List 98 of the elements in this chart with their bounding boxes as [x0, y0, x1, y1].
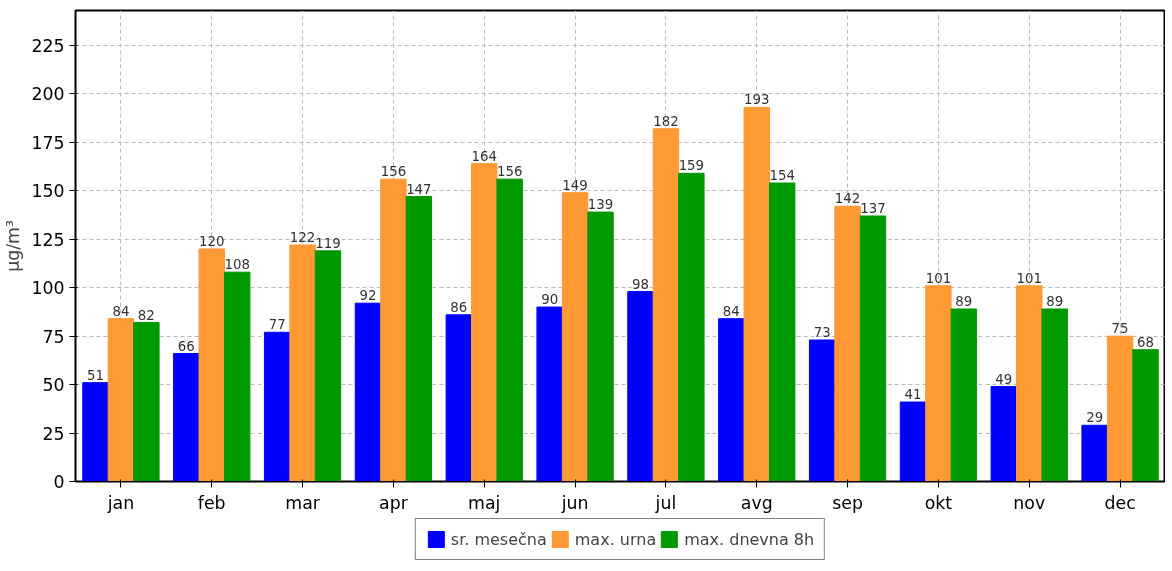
data-label: 156: [380, 164, 407, 180]
legend-label: max. urna: [574, 529, 657, 549]
x-tick-label: nov: [1013, 492, 1046, 513]
x-tick-label: sep: [832, 492, 863, 513]
bar: [380, 178, 407, 482]
bar: [445, 314, 473, 482]
bar: [834, 205, 861, 482]
data-label: 41: [904, 387, 922, 403]
bar: [587, 211, 614, 482]
y-tick-label: 200: [31, 84, 65, 105]
data-label: 92: [359, 288, 377, 304]
y-tick-label: 175: [31, 132, 65, 153]
bar: [82, 382, 109, 482]
data-label: 159: [678, 158, 705, 174]
data-label: 77: [268, 317, 286, 333]
bar: [263, 331, 291, 482]
bar: [496, 178, 523, 482]
data-label: 84: [722, 303, 740, 319]
bar: [471, 163, 498, 482]
y-tick-label: 50: [42, 375, 65, 396]
data-label: 137: [860, 200, 886, 216]
data-label: 29: [1086, 410, 1104, 426]
data-label: 156: [496, 164, 523, 180]
bar: [950, 308, 978, 482]
bar: [1132, 349, 1159, 482]
data-label: 98: [632, 276, 649, 292]
bar: [627, 291, 654, 482]
x-tick-label: avg: [740, 492, 773, 513]
y-tick-label: 25: [42, 423, 65, 444]
data-label: 51: [87, 367, 104, 383]
data-label: 86: [450, 299, 468, 315]
data-label: 122: [289, 230, 316, 246]
y-tick-label: 225: [31, 35, 65, 56]
bar: [314, 250, 342, 482]
legend-label: sr. mesečna: [450, 529, 547, 549]
bar: [718, 318, 745, 482]
bar: [768, 182, 796, 482]
data-label: 82: [137, 307, 155, 323]
bar: [536, 306, 563, 482]
y-tick-label: 0: [53, 472, 65, 492]
data-label: 101: [925, 270, 952, 286]
x-tick-label: dec: [1104, 492, 1136, 513]
x-tick-label: okt: [924, 492, 953, 513]
legend-label: max. dnevna 8h: [684, 529, 815, 549]
data-label: 149: [562, 177, 588, 193]
data-label: 84: [112, 303, 130, 319]
bar: [859, 215, 887, 482]
x-tick-label: feb: [197, 492, 226, 513]
bar: [899, 401, 927, 482]
bar: [354, 302, 382, 482]
y-tick-label: 75: [42, 326, 65, 347]
bar: [173, 353, 200, 482]
bar: [1016, 285, 1043, 482]
data-label: 119: [315, 235, 341, 251]
x-tick-label: jul: [654, 492, 677, 513]
data-label: 75: [1111, 321, 1129, 337]
data-label: 90: [541, 292, 559, 308]
bar: [1081, 424, 1108, 482]
bar: [808, 339, 836, 482]
bar: [223, 271, 251, 482]
data-label: 73: [813, 325, 831, 341]
y-tick-label: 150: [31, 181, 65, 202]
data-label: 164: [471, 148, 497, 164]
data-label: 108: [224, 257, 250, 273]
data-label: 89: [1046, 293, 1064, 309]
bar: [925, 285, 952, 482]
y-tick-label: 125: [31, 229, 65, 250]
x-tick-label: maj: [468, 492, 501, 513]
data-label: 49: [995, 371, 1013, 387]
bar: [1041, 308, 1068, 482]
bar: [1106, 335, 1134, 482]
y-axis-title: μg/m³: [3, 220, 24, 272]
data-label: 66: [177, 338, 195, 354]
x-tick-label: apr: [379, 492, 409, 513]
bar: [678, 172, 705, 482]
x-tick-label: jun: [560, 492, 589, 513]
bar: [107, 318, 135, 482]
bar: [990, 386, 1018, 482]
data-label: 68: [1137, 334, 1155, 350]
data-label: 101: [1016, 270, 1042, 286]
y-tick-label: 100: [31, 278, 65, 299]
bar: [743, 106, 770, 482]
data-label: 182: [653, 113, 679, 129]
data-label: 154: [769, 168, 795, 184]
data-label: 120: [199, 233, 225, 249]
bar: [561, 192, 589, 482]
data-label: 142: [834, 191, 861, 207]
data-label: 139: [587, 197, 614, 213]
bar: [133, 322, 160, 482]
data-label: 89: [955, 293, 973, 309]
bar: [289, 244, 316, 482]
data-label: 147: [406, 181, 432, 197]
data-label: 193: [744, 92, 770, 108]
bar: [405, 196, 433, 482]
x-tick-label: jan: [106, 492, 135, 513]
bar: [652, 128, 680, 482]
bar: [198, 248, 225, 482]
x-tick-label: mar: [285, 492, 321, 513]
